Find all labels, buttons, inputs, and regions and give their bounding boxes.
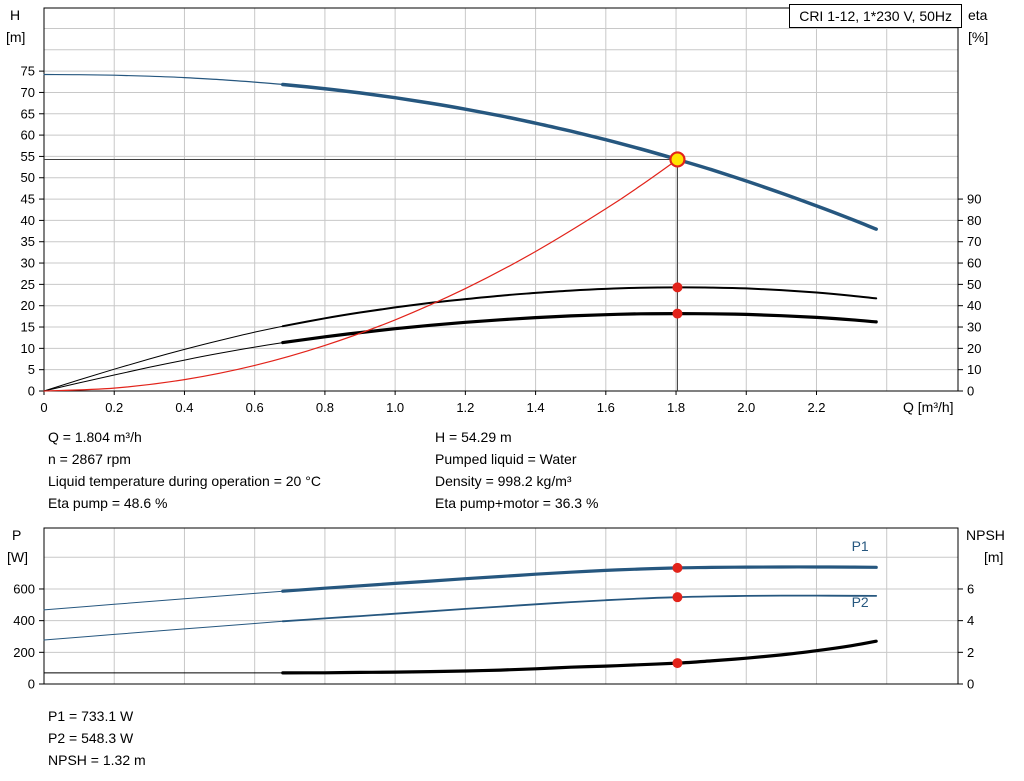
y-left-tick-label: 20 — [21, 298, 35, 313]
y-left-tick-label: 75 — [21, 64, 35, 79]
x-tick-label: 2.0 — [737, 400, 755, 415]
x-tick-label: 0.8 — [316, 400, 334, 415]
y-left-tick-label: 200 — [13, 645, 35, 660]
y-right-tick-label: 0 — [967, 677, 974, 692]
eta-pump-motor-curve-thin — [43, 342, 284, 392]
power-npsh-chart-frame — [43, 527, 959, 685]
x-tick-label: 1.0 — [386, 400, 404, 415]
result-p1: P1 = 733.1 W — [48, 708, 134, 724]
y-left-tick-label: 60 — [21, 128, 35, 143]
x-tick-label: 0 — [40, 400, 47, 415]
y-left-tick-label: 50 — [21, 170, 35, 185]
y-left-tick-label: 40 — [21, 213, 35, 228]
y-right-tick-label: 60 — [967, 256, 981, 271]
result-pumped-liquid: Pumped liquid = Water — [435, 451, 577, 467]
result-p2: P2 = 548.3 W — [48, 730, 134, 746]
eta-pump-curve-thin — [43, 325, 284, 392]
result-flow: Q = 1.804 m³/h — [48, 429, 142, 445]
y-right-tick-label: 10 — [967, 362, 981, 377]
power-p2-curve-thin — [43, 620, 284, 641]
operating-point-dot — [672, 562, 683, 573]
y-right-axis-label: eta — [968, 7, 988, 23]
x-tick-label: 2.2 — [807, 400, 825, 415]
eta-pump-motor-curve[interactable] — [281, 312, 878, 345]
y-left-tick-label: 600 — [13, 581, 35, 596]
y-left-tick-label: 35 — [21, 234, 35, 249]
power-npsh-chart[interactable]: 0 200 400 600 0 2 4 6 P [W] NPSH [m] P1 P2 — [7, 527, 1005, 692]
hq-eta-chart[interactable]: 0 5 10 15 20 25 30 35 40 45 50 55 60 65 70 75 0 10 20 30 40 5… — [6, 7, 988, 415]
x-tick-label: 0.4 — [175, 400, 193, 415]
pump-head-curve-thin — [43, 73, 284, 86]
result-eta-pump: Eta pump = 48.6 % — [48, 495, 168, 511]
y-left-tick-label: 65 — [21, 106, 35, 121]
npsh-curve[interactable] — [281, 639, 878, 675]
curve-label-p1: P1 — [852, 538, 869, 554]
x-tick-label: 1.4 — [527, 400, 545, 415]
x-tick-label: 1.8 — [667, 400, 685, 415]
y-left-tick-label: 70 — [21, 85, 35, 100]
y-right-tick-label: 6 — [967, 581, 974, 596]
y-left-tick-label: 0 — [28, 384, 35, 399]
y-left-tick-label: 10 — [21, 341, 35, 356]
y-left-tick-label: 0 — [28, 677, 35, 692]
y-right-tick-label: 20 — [967, 341, 981, 356]
y-right-axis-unit: [%] — [968, 29, 988, 45]
result-eta-pump-motor: Eta pump+motor = 36.3 % — [435, 495, 599, 511]
x-tick-label: 0.2 — [105, 400, 123, 415]
power-results: P1 = 733.1 W P2 = 548.3 W NPSH = 1.32 m — [48, 705, 146, 771]
power-p1-curve[interactable] — [281, 565, 878, 593]
x-tick-label: 1.2 — [456, 400, 474, 415]
pump-model-title: CRI 1-12, 1*230 V, 50Hz — [789, 4, 962, 28]
y-left-tick-label: 30 — [21, 256, 35, 271]
operating-point-dot — [672, 658, 683, 669]
y-left-tick-label: 5 — [28, 362, 35, 377]
y-left-tick-label: 45 — [21, 192, 35, 207]
y-right-axis-unit: [m] — [984, 549, 1003, 565]
system-curve-curve — [43, 158, 678, 392]
y-right-tick-label: 70 — [967, 234, 981, 249]
eta-pump-curve[interactable] — [281, 286, 878, 328]
duty-results-right: H = 54.29 m Pumped liquid = Water Densit… — [435, 426, 598, 514]
operating-point-dot — [672, 592, 683, 603]
y-right-tick-label: 4 — [967, 613, 974, 628]
y-left-axis-unit: [W] — [7, 549, 28, 565]
power-p2-curve[interactable] — [281, 594, 878, 623]
pump-head-curve[interactable] — [281, 82, 878, 231]
x-tick-label: 0.6 — [246, 400, 264, 415]
y-left-tick-label: 55 — [21, 149, 35, 164]
y-right-axis-label: NPSH — [966, 527, 1005, 543]
y-right-tick-label: 30 — [967, 320, 981, 335]
duty-results-left: Q = 1.804 m³/h n = 2867 rpm Liquid tempe… — [48, 426, 321, 514]
y-left-axis-unit: [m] — [6, 29, 25, 45]
y-right-tick-label: 2 — [967, 645, 974, 660]
duty-point[interactable] — [669, 151, 686, 168]
result-density: Density = 998.2 kg/m³ — [435, 473, 572, 489]
result-speed: n = 2867 rpm — [48, 451, 131, 467]
result-npsh: NPSH = 1.32 m — [48, 752, 146, 768]
x-tick-label: 1.6 — [597, 400, 615, 415]
operating-point-dot — [672, 308, 683, 319]
y-right-tick-label: 40 — [967, 298, 981, 313]
y-left-axis-label: P — [12, 527, 21, 543]
y-right-tick-label: 0 — [967, 384, 974, 399]
operating-point-dot — [672, 282, 683, 293]
y-right-tick-label: 50 — [967, 277, 981, 292]
x-axis-label: Q [m³/h] — [903, 399, 954, 415]
result-head: H = 54.29 m — [435, 429, 512, 445]
power-p1-curve-thin — [43, 590, 284, 611]
y-left-tick-label: 15 — [21, 320, 35, 335]
curve-label-p2: P2 — [852, 594, 869, 610]
y-left-tick-label: 25 — [21, 277, 35, 292]
y-right-tick-label: 90 — [967, 192, 981, 207]
y-left-axis-label: H — [10, 7, 20, 23]
y-right-tick-label: 80 — [967, 213, 981, 228]
y-left-tick-label: 400 — [13, 613, 35, 628]
result-liquid-temperature: Liquid temperature during operation = 20… — [48, 473, 321, 489]
